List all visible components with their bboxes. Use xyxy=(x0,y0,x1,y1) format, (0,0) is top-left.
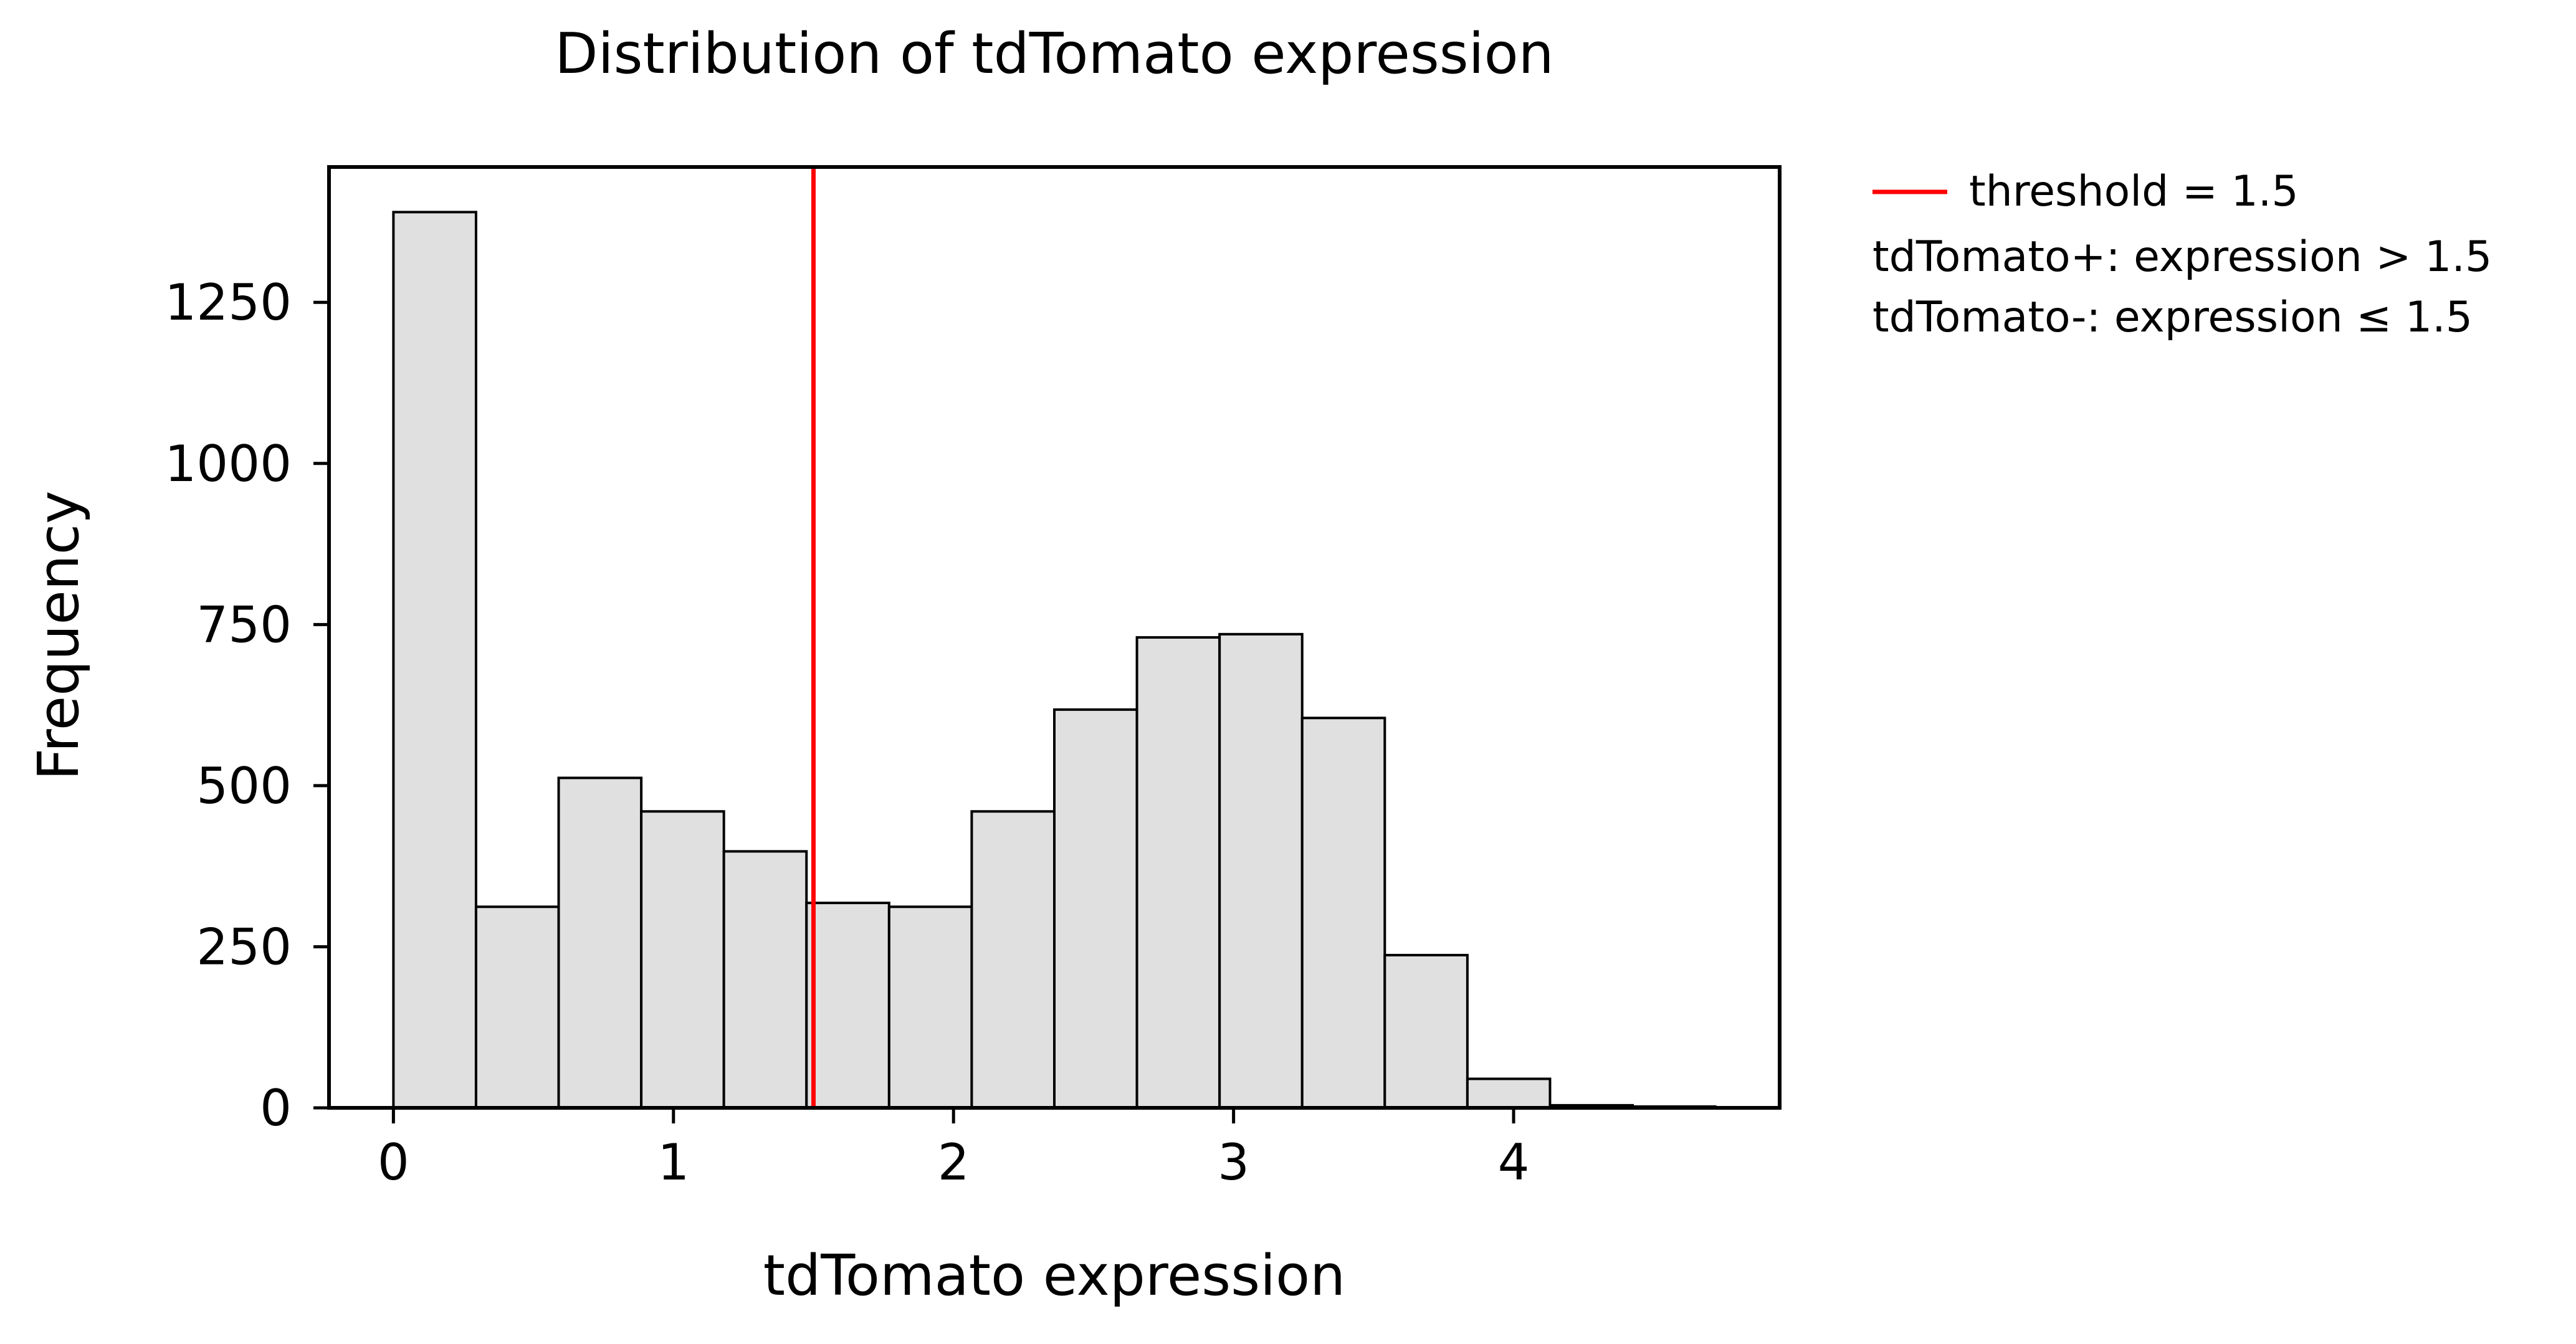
histogram-bar xyxy=(887,905,973,1109)
histogram-bar xyxy=(1383,953,1469,1109)
x-tick-label: 4 xyxy=(1498,1133,1530,1191)
x-tick-label: 1 xyxy=(657,1133,689,1191)
y-tick-label: 750 xyxy=(196,596,292,654)
histogram-bar xyxy=(640,810,725,1109)
y-tick-label: 1250 xyxy=(165,274,292,331)
histogram-bar xyxy=(1053,708,1138,1109)
y-tick-label: 1000 xyxy=(165,435,292,493)
legend-entry: threshold = 1.5 xyxy=(1969,167,2299,216)
bars-group xyxy=(392,211,1717,1110)
histogram-bar xyxy=(1135,636,1221,1109)
x-tick-label: 0 xyxy=(378,1133,409,1191)
y-axis-ticks: 0 250 500 750 1000 1250 xyxy=(165,274,329,1137)
legend: threshold = 1.5 tdTomato+: expression > 1… xyxy=(1872,167,2492,342)
x-tick-label: 2 xyxy=(938,1133,970,1191)
y-axis-label: Frequency xyxy=(26,491,92,781)
histogram-bar xyxy=(392,211,477,1110)
y-tick-label: 250 xyxy=(196,918,292,976)
histogram-bar xyxy=(557,776,643,1109)
histogram-bar xyxy=(474,905,560,1109)
legend-entry: tdTomato+: expression > 1.5 xyxy=(1872,232,2492,282)
plot-frame xyxy=(327,165,1782,1110)
chart-title: Distribution of tdTomato expression xyxy=(555,21,1553,87)
x-axis-label: tdTomato expression xyxy=(763,1243,1345,1308)
y-tick-label: 500 xyxy=(196,757,292,815)
histogram-bar xyxy=(1466,1077,1552,1109)
legend-entry: tdTomato-: expression ≤ 1.5 xyxy=(1872,293,2473,342)
histogram-bar xyxy=(1300,717,1386,1109)
histogram-bar xyxy=(722,850,808,1109)
histogram-bar xyxy=(1218,632,1304,1109)
histogram-bar xyxy=(805,902,890,1110)
x-tick-label: 3 xyxy=(1218,1133,1249,1191)
histogram-bar xyxy=(970,810,1056,1109)
y-tick-label: 0 xyxy=(260,1079,292,1137)
x-axis-ticks: 0 1 2 3 4 xyxy=(378,1108,1530,1191)
